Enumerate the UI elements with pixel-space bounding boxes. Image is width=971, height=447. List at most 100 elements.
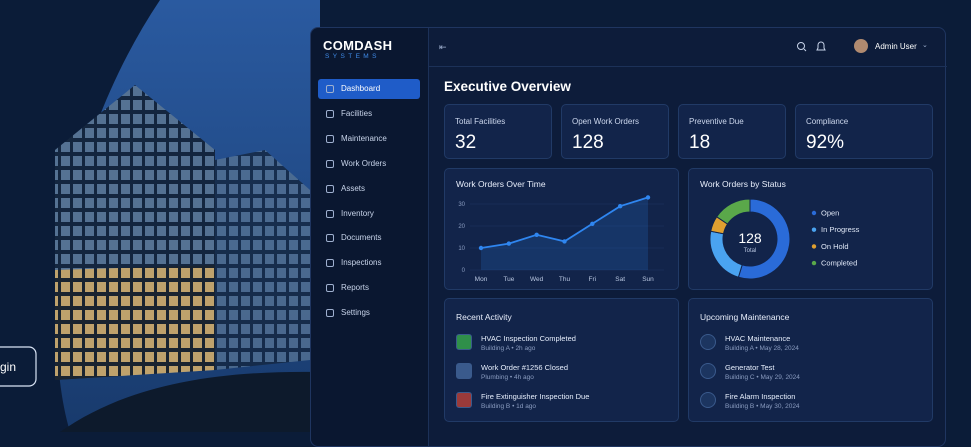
legend-label: Open — [821, 209, 839, 218]
legend-label: Completed — [821, 259, 857, 268]
nav-icon — [326, 159, 334, 168]
kpi-card: Preventive Due 18 — [678, 104, 786, 159]
nav-item[interactable]: Inspections — [318, 253, 420, 273]
maintenance-card: Upcoming Maintenance HVAC Maintenance Buil… — [688, 298, 933, 422]
item-icon — [700, 363, 716, 379]
line-card: Work Orders Over Time 0 10 20 30 Mon Tue Wed Th… — [444, 168, 679, 290]
brand: COMDASH — [323, 38, 393, 53]
kpi-card: Total Facilities 32 — [444, 104, 552, 159]
nav-item[interactable]: Maintenance — [318, 129, 420, 149]
nav-item[interactable]: Work Orders — [318, 154, 420, 174]
slice — [737, 198, 791, 280]
card-title: Recent Activity — [456, 312, 512, 322]
icons — [797, 41, 826, 52]
y-tick-label: 10 — [458, 246, 465, 252]
nav-icon — [326, 134, 334, 143]
x-tick-label: Fri — [589, 276, 597, 283]
kpi-label: Total Facilities — [455, 117, 506, 126]
item-sub: Building B • May 30, 2024 — [725, 403, 800, 410]
kpi-value: 128 — [572, 132, 604, 153]
nav-label: Inventory — [341, 208, 374, 218]
bell-icon[interactable] — [816, 41, 826, 51]
nav-icon — [326, 309, 334, 318]
card-title: Upcoming Maintenance — [700, 312, 790, 322]
y-tick-label: 0 — [462, 268, 466, 274]
item-title: Fire Alarm Inspection — [725, 392, 796, 401]
x-tick-label: Sun — [642, 276, 654, 283]
item-sub: Plumbing • 4h ago — [481, 374, 534, 381]
legend-label: In Progress — [821, 225, 860, 234]
item-icon — [700, 392, 716, 408]
nav-item[interactable]: Assets — [318, 179, 420, 199]
legend-swatch — [811, 210, 817, 216]
point — [534, 232, 539, 237]
chart-title: Work Orders by Status — [700, 179, 786, 189]
nav-label: Work Orders — [341, 158, 387, 168]
nav-icon — [326, 259, 334, 268]
nav-icon — [326, 109, 334, 118]
item-sub: Building B • 1d ago — [481, 403, 537, 410]
nav-item[interactable]: Documents — [318, 228, 420, 248]
page: gin COMDASH SYSTEMS Dashboard Facilities M… — [0, 0, 947, 447]
point — [645, 195, 651, 200]
item-icon — [456, 334, 472, 350]
divider — [428, 66, 947, 67]
kpi-label: Open Work Orders — [572, 117, 639, 126]
legend-swatch — [811, 260, 817, 266]
collapse-icon[interactable]: ⇤ — [439, 42, 447, 52]
nav-label: Facilities — [341, 108, 373, 118]
item-title: Fire Extinguisher Inspection Due — [481, 392, 590, 401]
nav-item[interactable]: Dashboard — [318, 79, 420, 99]
point — [562, 239, 567, 244]
dashboard: COMDASH SYSTEMS Dashboard Facilities Maint… — [310, 27, 947, 447]
kpi-card: Compliance 92% — [795, 104, 933, 159]
nav-item[interactable]: Settings — [318, 303, 420, 323]
user-name[interactable]: Admin User — [875, 42, 917, 51]
item-title: Work Order #1256 Closed — [481, 363, 568, 372]
nav-label: Documents — [341, 233, 382, 243]
item-icon — [456, 392, 472, 408]
nav-label: Settings — [341, 308, 370, 318]
x-tick-label: Thu — [559, 276, 571, 283]
donut-chart: Open In Progress On Hold Completed 128 Total — [709, 198, 860, 280]
point — [617, 204, 623, 209]
nav-label: Reports — [341, 283, 370, 293]
nav-label: Maintenance — [341, 133, 387, 143]
page-title: Executive Overview — [444, 79, 571, 94]
nav-icon — [326, 209, 334, 218]
kpi-label: Preventive Due — [689, 117, 744, 126]
x-tick-label: Sat — [615, 276, 625, 283]
nav-item[interactable]: Facilities — [318, 104, 420, 124]
item-title: HVAC Maintenance — [725, 334, 791, 343]
nav-label: Inspections — [341, 258, 382, 268]
background-photo: gin — [0, 0, 320, 432]
x-tick-label: Wed — [530, 276, 544, 283]
nav-icon — [326, 85, 334, 93]
kpi-card: Open Work Orders 128 — [561, 104, 669, 159]
kpi-label: Compliance — [806, 117, 849, 126]
kpi-value: 92% — [806, 132, 845, 153]
area — [481, 197, 648, 270]
user-caret[interactable]: ⌄ — [922, 42, 928, 49]
kpi-value: 18 — [689, 132, 711, 153]
nav-item[interactable]: Inventory — [318, 204, 420, 224]
slice — [716, 198, 751, 225]
login-button[interactable]: gin — [0, 360, 16, 374]
y-tick-label: 30 — [458, 202, 465, 208]
nav-item[interactable]: Reports — [318, 278, 420, 298]
item-icon — [700, 334, 716, 350]
legend-swatch — [811, 244, 817, 249]
chart-title: Work Orders Over Time — [456, 179, 546, 189]
center-label: Total — [744, 248, 757, 254]
legend-swatch — [811, 227, 817, 232]
avatar[interactable] — [854, 39, 868, 53]
item-sub: Building C • May 29, 2024 — [725, 374, 800, 381]
search-icon[interactable] — [797, 42, 805, 50]
nav-icon — [326, 234, 334, 243]
point — [478, 245, 484, 251]
item-icon — [456, 363, 472, 379]
legend-label: On Hold — [821, 242, 849, 251]
nav-icon — [326, 184, 334, 193]
nav-icon — [326, 284, 334, 293]
point — [506, 241, 512, 246]
